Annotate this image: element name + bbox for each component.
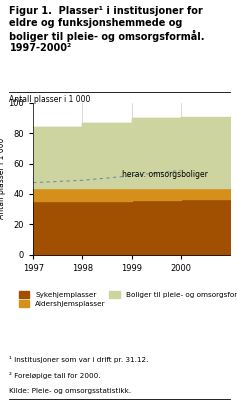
Text: ¹ Institusjoner som var i drift pr. 31.12.: ¹ Institusjoner som var i drift pr. 31.1… — [9, 356, 149, 363]
Text: Antall plasser i 1 000: Antall plasser i 1 000 — [9, 95, 91, 104]
Text: Kilde: Pleie- og omsorgsstatistikk.: Kilde: Pleie- og omsorgsstatistikk. — [9, 388, 132, 395]
Y-axis label: Antall plasser i 1 000: Antall plasser i 1 000 — [0, 138, 6, 219]
Legend: Sykehjemplasser, Aldershjemsplasser, Boliger til pleie- og omsorgsformål: Sykehjemplasser, Aldershjemsplasser, Bol… — [17, 289, 237, 308]
Text: Figur 1.  Plasser¹ i institusjoner for
eldre og funksjonshemmede og
boliger til : Figur 1. Plasser¹ i institusjoner for el… — [9, 6, 205, 53]
Text: ² Foreløpige tall for 2000.: ² Foreløpige tall for 2000. — [9, 372, 101, 379]
Text: herav: omsorgsboliger: herav: omsorgsboliger — [122, 169, 208, 178]
